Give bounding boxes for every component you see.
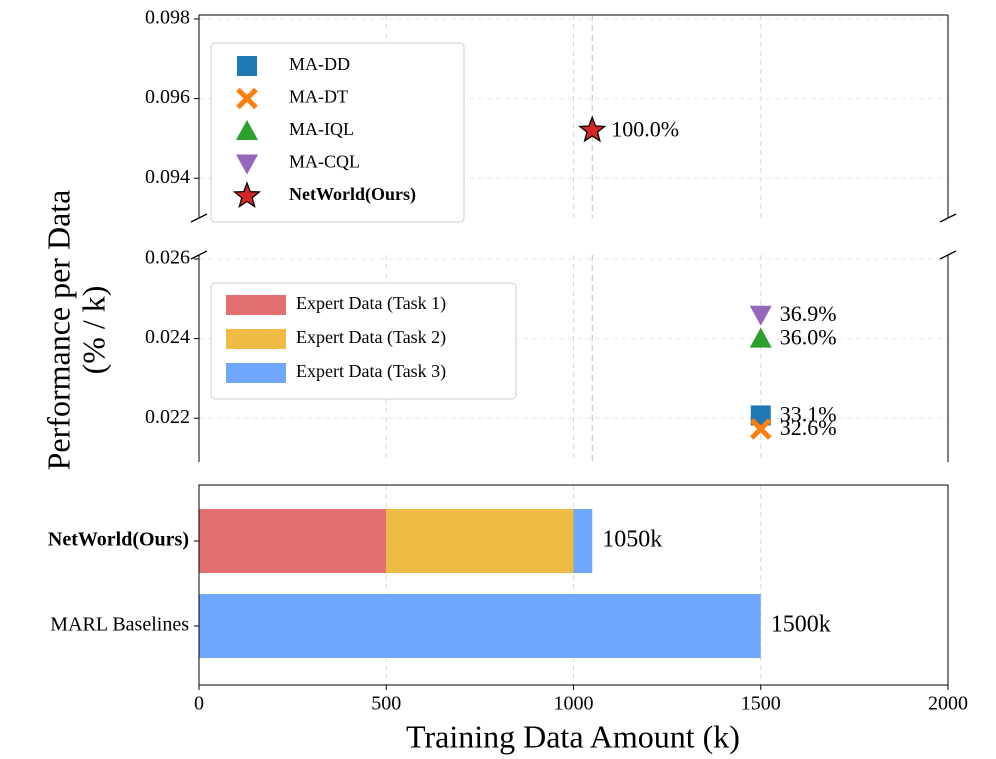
legend-label: Expert Data (Task 1) <box>296 293 446 314</box>
point-label: 33.1% <box>780 401 837 426</box>
legend-label: MA-CQL <box>289 152 360 172</box>
y-axis-label: Performance per Data (% / k) <box>40 190 111 471</box>
x-tick-label: 2000 <box>928 693 968 715</box>
marker <box>749 327 772 348</box>
y-label-line: (% / k) <box>75 286 111 375</box>
legend-label: MA-DD <box>289 54 350 74</box>
axis-break <box>939 213 957 223</box>
legend-label: Expert Data (Task 2) <box>296 327 446 348</box>
legend-swatch <box>226 295 286 315</box>
legend-box <box>210 42 465 223</box>
marker <box>236 154 258 175</box>
point-label: 36.0% <box>780 325 837 350</box>
x-tick-label: 0 <box>194 693 204 715</box>
bar <box>199 509 387 573</box>
marker <box>749 418 772 440</box>
marker <box>236 120 258 140</box>
bar <box>386 509 574 573</box>
marker <box>232 181 262 208</box>
point-label: 32.6% <box>780 415 837 440</box>
y-tick-label: 0.098 <box>145 7 190 29</box>
marker <box>578 115 607 143</box>
marker <box>237 56 257 76</box>
bar <box>573 509 593 573</box>
x-axis-label: Training Data Amount (k) <box>406 718 740 754</box>
point-label: 36.9% <box>780 301 837 326</box>
y-tick-label: 0.026 <box>145 247 190 269</box>
legend-label: MA-DT <box>289 87 348 107</box>
legend-label: NetWorld(Ours) <box>289 184 416 205</box>
x-tick-label: 1500 <box>741 693 781 715</box>
category-label: NetWorld(Ours) <box>48 529 189 551</box>
bar-total-label: 1050k <box>602 527 662 553</box>
legend-label: MA-IQL <box>289 119 354 139</box>
axis-break <box>190 250 208 260</box>
legend-swatch <box>226 363 286 383</box>
y-tick-label: 0.096 <box>145 86 190 108</box>
bar-total-label: 1500k <box>771 612 831 638</box>
category-label: MARL Baselines <box>50 614 189 636</box>
bar <box>199 594 761 658</box>
marker <box>749 305 772 326</box>
axis-break <box>190 213 208 223</box>
axis-break <box>939 250 957 260</box>
y-tick-label: 0.024 <box>145 326 190 348</box>
y-tick-label: 0.022 <box>145 406 190 428</box>
x-tick-label: 1000 <box>554 693 594 715</box>
y-tick-label: 0.094 <box>145 166 190 188</box>
legend-swatch <box>226 329 286 349</box>
legend-box <box>210 282 517 400</box>
x-tick-label: 500 <box>371 693 401 715</box>
y-label-line: Performance per Data <box>40 190 76 471</box>
point-label: 100.0% <box>611 116 679 141</box>
legend-label: Expert Data (Task 3) <box>296 361 446 382</box>
marker <box>236 87 258 110</box>
